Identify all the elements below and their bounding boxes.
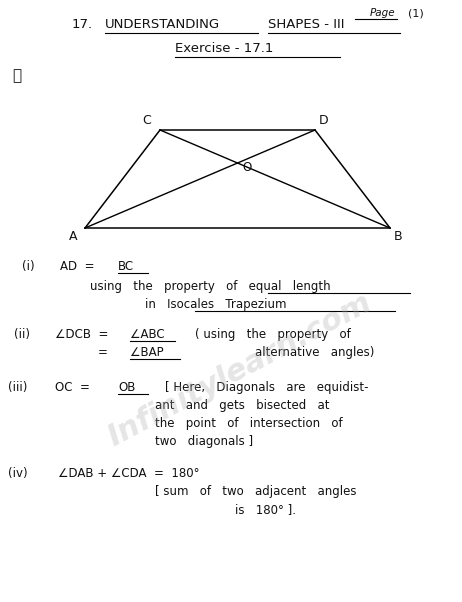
Text: Page: Page <box>370 8 395 18</box>
Text: O: O <box>243 161 252 174</box>
Text: A: A <box>69 230 78 243</box>
Text: using   the   property   of   equal   length: using the property of equal length <box>90 280 331 293</box>
Text: Infinitylearn.com: Infinitylearn.com <box>103 288 377 452</box>
Text: (iv): (iv) <box>8 467 28 480</box>
Text: Ⓢ: Ⓢ <box>12 68 21 83</box>
Text: ( using   the   property   of: ( using the property of <box>195 328 351 341</box>
Text: two   diagonals ]: two diagonals ] <box>155 435 253 448</box>
Text: Exercise - 17.1: Exercise - 17.1 <box>175 42 274 55</box>
Text: in   Isocales   Trapezium: in Isocales Trapezium <box>145 298 286 311</box>
Text: 17.: 17. <box>72 18 93 31</box>
Text: the   point   of   intersection   of: the point of intersection of <box>155 417 343 430</box>
Text: =: = <box>98 346 108 359</box>
Text: UNDERSTANDING: UNDERSTANDING <box>105 18 220 31</box>
Text: BC: BC <box>118 260 134 273</box>
Text: is   180° ].: is 180° ]. <box>235 503 296 516</box>
Text: (i): (i) <box>22 260 35 273</box>
Text: OC  =: OC = <box>55 381 90 394</box>
Text: ∠ABC: ∠ABC <box>130 328 164 341</box>
Text: (iii): (iii) <box>8 381 27 394</box>
Text: [ sum   of   two   adjacent   angles: [ sum of two adjacent angles <box>155 485 357 498</box>
Text: B: B <box>394 230 402 243</box>
Text: D: D <box>319 114 328 127</box>
Text: ant   and   gets   bisected   at: ant and gets bisected at <box>155 399 329 412</box>
Text: ∠DAB + ∠CDA  =  180°: ∠DAB + ∠CDA = 180° <box>58 467 200 480</box>
Text: OB: OB <box>118 381 135 394</box>
Text: (1): (1) <box>408 8 424 18</box>
Text: ∠BAP: ∠BAP <box>130 346 164 359</box>
Text: (ii): (ii) <box>14 328 30 341</box>
Text: SHAPES - III: SHAPES - III <box>268 18 345 31</box>
Text: ∠DCB  =: ∠DCB = <box>55 328 109 341</box>
Text: alternative   angles): alternative angles) <box>255 346 374 359</box>
Text: [ Here,   Diagonals   are   equidist-: [ Here, Diagonals are equidist- <box>165 381 369 394</box>
Text: C: C <box>142 114 151 127</box>
Text: AD  =: AD = <box>60 260 95 273</box>
